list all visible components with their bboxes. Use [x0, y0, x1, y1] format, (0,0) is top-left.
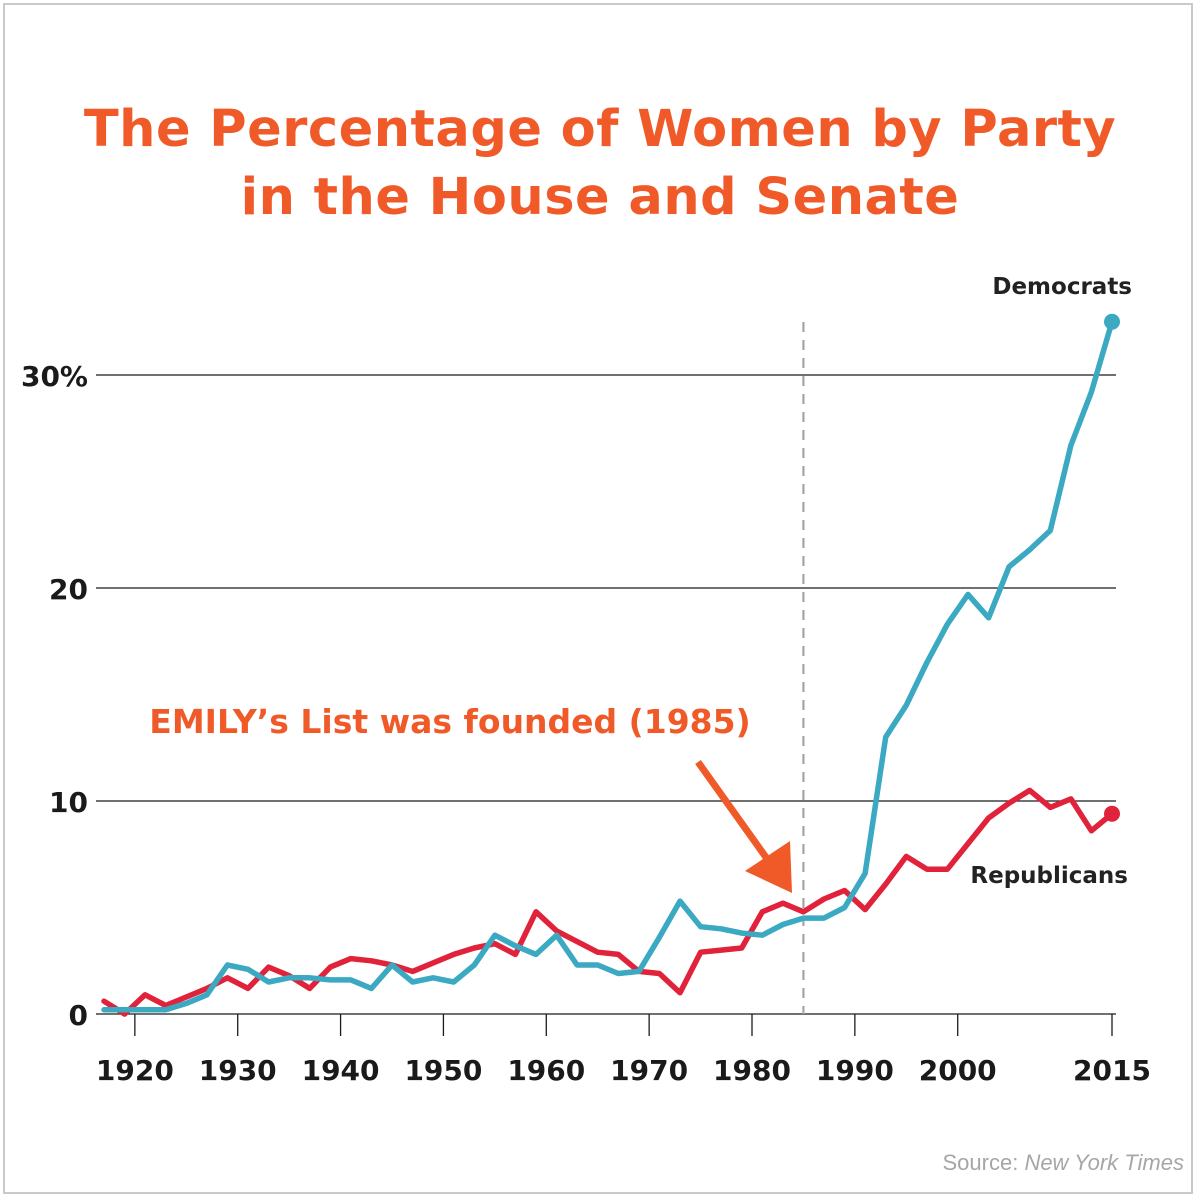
y-tick-label: 30%	[21, 360, 88, 393]
x-tick-label: 1970	[610, 1054, 688, 1087]
series-end-point-democrats	[1104, 313, 1120, 330]
y-tick-label: 0	[69, 999, 88, 1032]
chart-title: The Percentage of Women by Party in the …	[0, 96, 1200, 232]
series-line-republicans	[101, 787, 1115, 1017]
x-tick-label: 2015	[1073, 1054, 1151, 1087]
annotation-text: EMILY’s List was founded (1985)	[149, 702, 750, 741]
x-tick-label: 1960	[507, 1054, 585, 1087]
series-label-democrats: Democrats	[992, 274, 1132, 300]
chart-title-line-1: The Percentage of Women by Party	[83, 100, 1117, 159]
source-prefix: Source:	[942, 1150, 1025, 1175]
x-tick-label: 1950	[404, 1054, 482, 1087]
series-line-democrats	[101, 319, 1115, 1013]
chart-title-line-2: in the House and Senate	[240, 168, 960, 227]
x-tick-label: 2000	[919, 1054, 997, 1087]
annotation-arrow-head	[745, 841, 792, 893]
y-tick-label: 20	[49, 573, 88, 606]
x-tick-label: 1920	[96, 1054, 174, 1087]
x-tick-label: 1980	[713, 1054, 791, 1087]
source-note: Source: New York Times	[943, 1150, 1185, 1176]
y-tick-label: 10	[49, 786, 88, 819]
x-tick-label: 1990	[816, 1054, 894, 1087]
series-end-point-republicans	[1104, 805, 1120, 822]
x-tick-label: 1930	[199, 1054, 277, 1087]
x-tick-label: 1940	[302, 1054, 380, 1087]
source-publication: New York Times	[1024, 1150, 1184, 1175]
series-label-republicans: Republicans	[970, 863, 1128, 889]
